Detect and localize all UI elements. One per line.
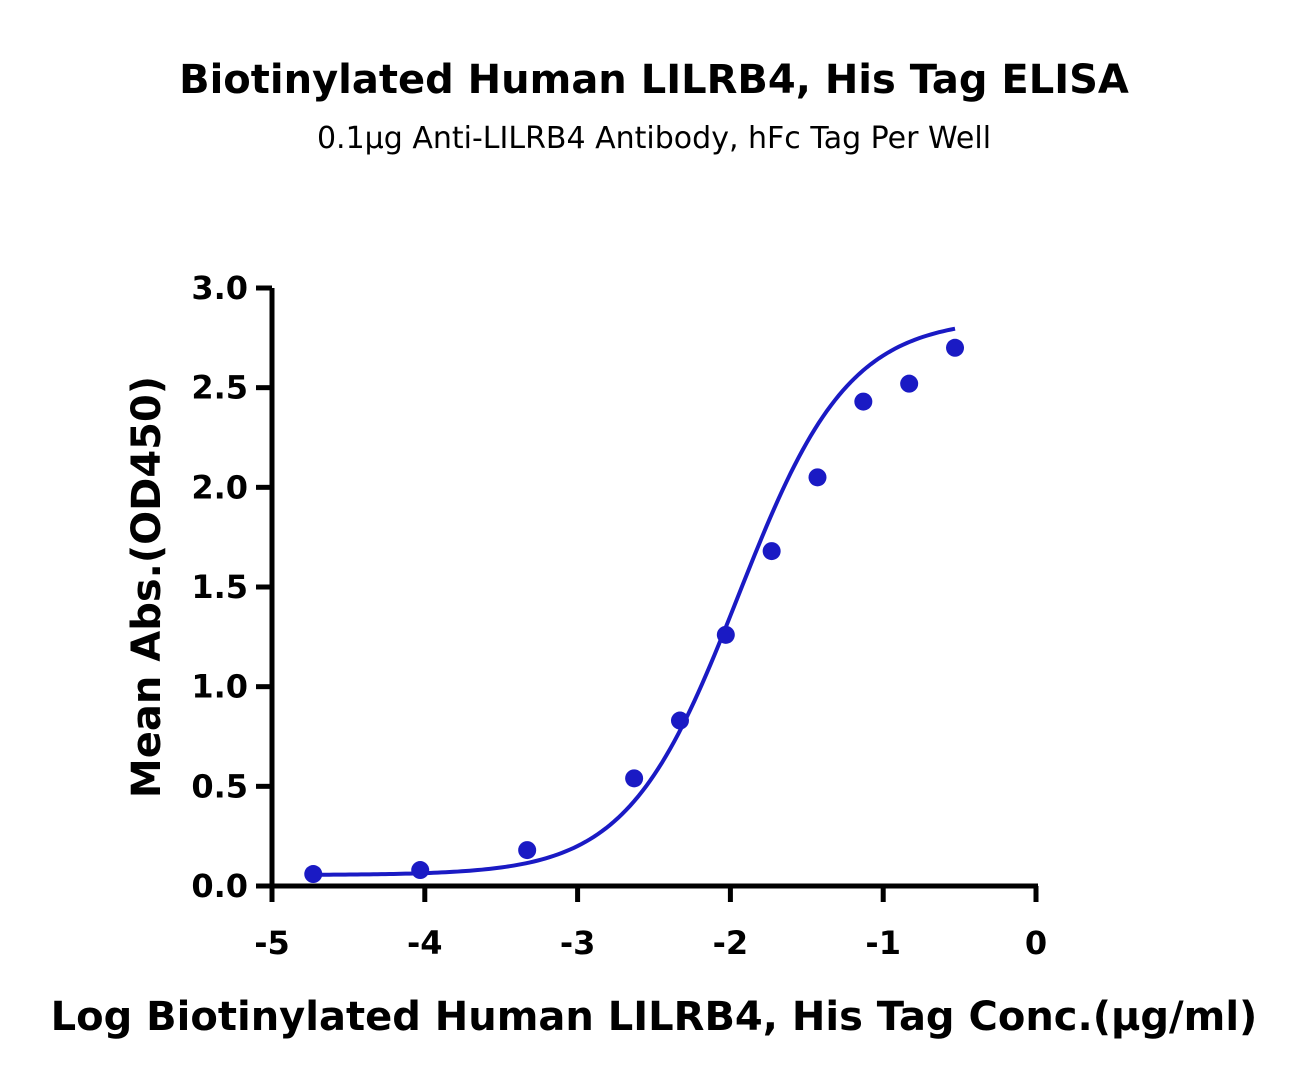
- x-tick-label: -4: [407, 924, 443, 962]
- y-tick-label: 0.5: [191, 767, 248, 805]
- data-point: [854, 392, 873, 411]
- fit-curve: [313, 326, 956, 877]
- data-point: [625, 769, 644, 788]
- chart-subtitle: 0.1μg Anti-LILRB4 Antibody, hFc Tag Per …: [317, 121, 991, 156]
- data-point: [716, 625, 735, 644]
- x-tick-label: -3: [560, 924, 596, 962]
- fit-curve-group: [313, 326, 956, 877]
- y-tick-label: 0.0: [191, 867, 248, 905]
- data-point: [518, 841, 537, 860]
- x-axis-label: Log Biotinylated Human LILRB4, His Tag C…: [51, 994, 1258, 1040]
- x-tick-label: -2: [713, 924, 749, 962]
- data-point: [946, 338, 965, 357]
- data-point: [762, 542, 781, 561]
- y-tick-label: 2.0: [191, 468, 248, 506]
- chart-title: Biotinylated Human LILRB4, His Tag ELISA: [179, 57, 1129, 103]
- y-axis-label: Mean Abs.(OD450): [124, 376, 170, 798]
- x-tick-label: -1: [865, 924, 901, 962]
- x-tick-label: 0: [1025, 924, 1047, 962]
- y-tick-label: 1.5: [191, 568, 248, 606]
- axes: 0.0 0.5 1.0 1.5 2.0 2.5 3.0 -5 -4 -3 -2 -1 0: [191, 269, 1047, 962]
- data-point: [304, 865, 323, 884]
- data-point: [670, 711, 689, 730]
- y-tick-label: 1.0: [191, 668, 248, 706]
- y-tick-label: 3.0: [191, 269, 248, 307]
- data-point: [411, 861, 430, 880]
- data-point: [900, 374, 919, 393]
- y-tick-label: 2.5: [191, 369, 248, 407]
- data-points: [304, 338, 965, 884]
- data-point: [808, 468, 827, 487]
- x-tick-label: -5: [254, 924, 290, 962]
